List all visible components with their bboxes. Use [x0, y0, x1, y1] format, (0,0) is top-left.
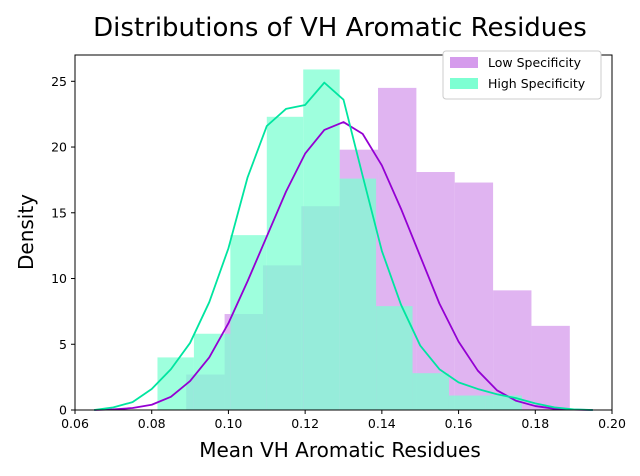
legend-box: [442, 50, 602, 100]
y-tick-label: 10: [51, 271, 67, 286]
x-tick-label: 0.12: [291, 416, 319, 431]
y-axis-label: Density: [14, 194, 38, 270]
legend-label-high-specificity: High Specificity: [488, 76, 586, 91]
bar-high-specificity-5: [339, 178, 377, 410]
x-axis-label: Mean VH Aromatic Residues: [199, 438, 481, 462]
kde-curves: [94, 81, 593, 411]
legend-label-low-specificity: Low Specificity: [488, 55, 582, 70]
x-tick-label: 0.08: [138, 416, 166, 431]
y-tick-label: 0: [59, 403, 67, 418]
bar-high-specificity-4: [303, 69, 340, 411]
kde-line-high-specificity: [94, 81, 593, 411]
bar-high-specificity-2: [230, 235, 267, 410]
y-axis-ticks: 0 5 10 15 20 25: [51, 74, 75, 418]
histogram-bars: [157, 69, 570, 411]
bar-low-specificity-7: [454, 182, 494, 410]
bar-high-specificity-7: [412, 373, 449, 410]
x-tick-label: 0.18: [521, 416, 549, 431]
chart-title: Distributions of VH Aromatic Residues: [93, 13, 587, 43]
bar-low-specificity-6: [416, 172, 455, 410]
x-tick-label: 0.14: [368, 416, 396, 431]
x-axis-ticks: 0.06 0.08 0.10 0.12 0.14 0.16 0.18 0.20: [61, 410, 626, 431]
bar-high-specificity-1: [193, 333, 231, 410]
bar-low-specificity-9: [531, 325, 570, 410]
bar-high-specificity-0: [157, 357, 194, 410]
y-tick-label: 20: [51, 140, 67, 155]
x-tick-label: 0.10: [215, 416, 243, 431]
x-tick-label: 0.20: [598, 416, 626, 431]
y-tick-label: 5: [59, 337, 67, 352]
plot-frame: [74, 54, 613, 411]
bar-low-specificity-8: [493, 290, 532, 410]
y-tick-label: 15: [51, 205, 67, 220]
legend: Low Specificity High Specificity: [442, 50, 602, 100]
bar-high-specificity-8: [448, 395, 486, 410]
x-tick-label: 0.16: [445, 416, 473, 431]
bar-high-specificity-6: [376, 306, 413, 410]
legend-swatch-high-specificity: [450, 78, 478, 89]
bar-high-specificity-3: [266, 116, 304, 410]
x-tick-label: 0.06: [61, 416, 89, 431]
legend-swatch-low-specificity: [450, 57, 478, 68]
y-tick-label: 25: [51, 74, 67, 89]
